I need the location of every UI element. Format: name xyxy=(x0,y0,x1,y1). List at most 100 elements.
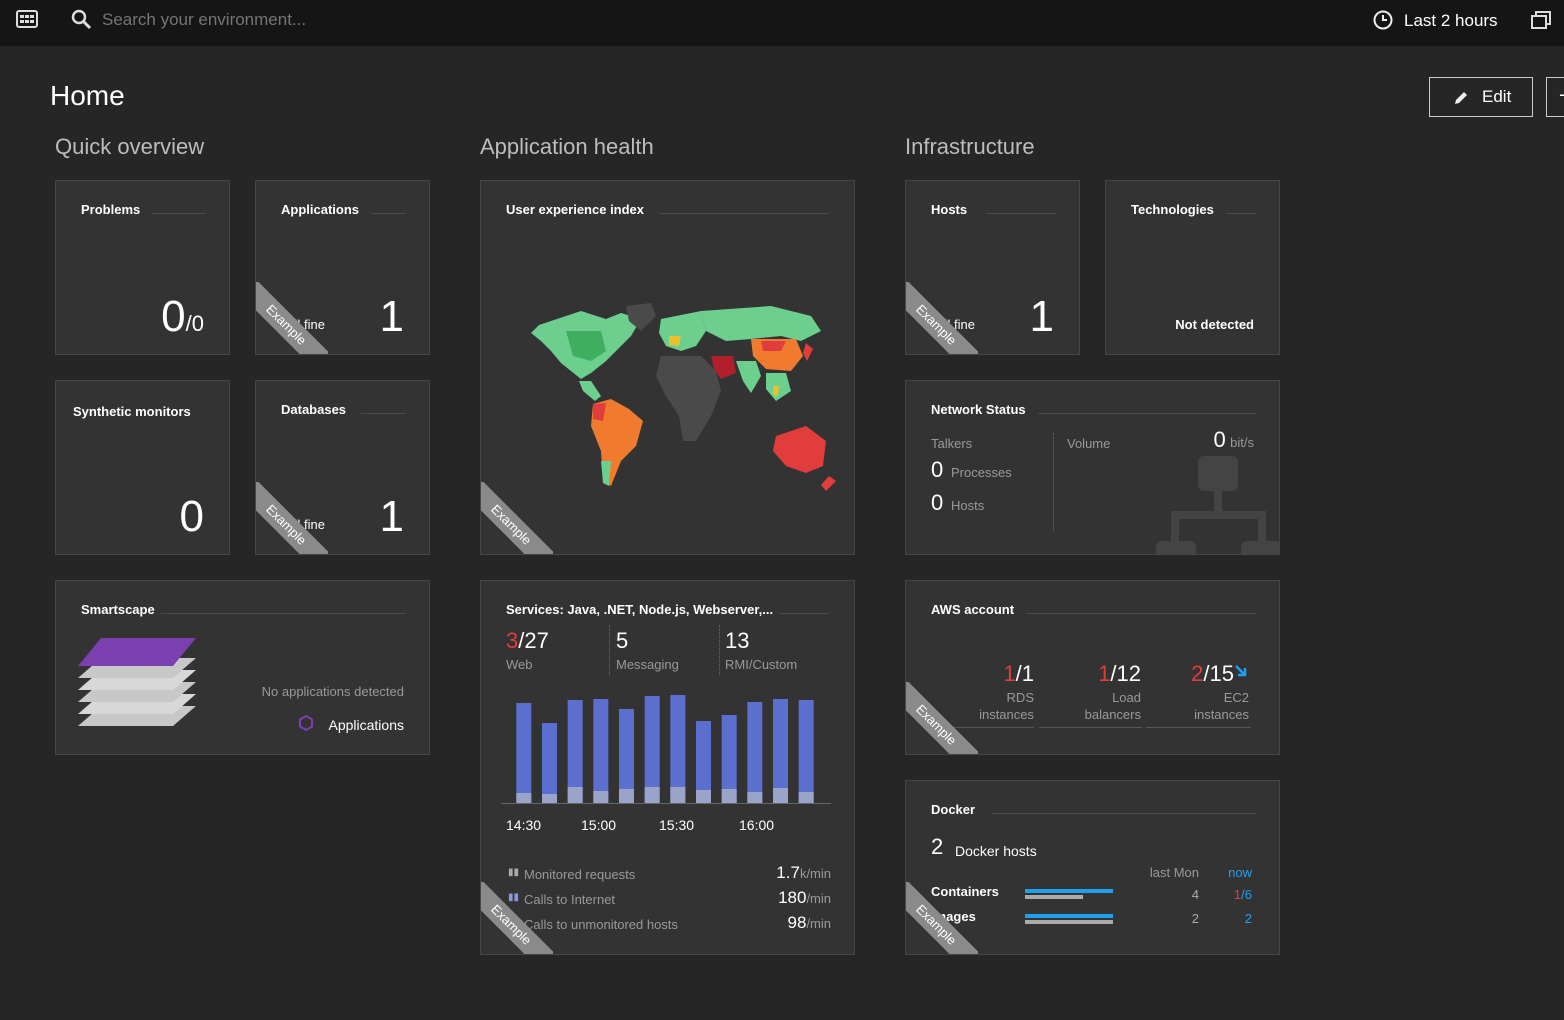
edit-button[interactable]: Edit xyxy=(1429,77,1533,117)
web-label: Web xyxy=(506,657,533,672)
metric-value: 98/min xyxy=(787,913,831,932)
synthetic-monitors-tile[interactable]: Synthetic monitors 0 xyxy=(55,380,230,555)
search-input[interactable] xyxy=(100,6,504,34)
web-count: 3/27 xyxy=(506,628,549,653)
tile-title: AWS account xyxy=(931,602,1015,617)
hosts-count: 0 xyxy=(931,490,944,515)
title-divider xyxy=(779,613,829,614)
technologies-tile[interactable]: Technologies Not detected xyxy=(1105,180,1280,355)
images-last: 2 xyxy=(1191,911,1199,926)
databases-value: 1 xyxy=(379,492,404,541)
tile-title: Smartscape xyxy=(81,602,155,617)
applications-value: 1 xyxy=(379,292,404,341)
empty-message: No applications detected xyxy=(261,684,404,699)
problems-value: 0/0 xyxy=(161,292,204,341)
docker-tile[interactable]: Docker 2 Docker hosts last Mon now Conta… xyxy=(905,780,1280,955)
metric-label: Calls to Internet xyxy=(524,892,616,907)
page-title: Home xyxy=(50,80,125,111)
window-icon[interactable] xyxy=(1530,10,1552,30)
tile-title: Technologies xyxy=(1131,202,1214,217)
hexagon-icon xyxy=(299,715,313,731)
aws-lb-count: 1/12 xyxy=(1098,661,1141,686)
hosts-tile[interactable]: Hosts All fine 1 Example xyxy=(905,180,1080,355)
chart-bar xyxy=(542,723,557,803)
rmi-count: 13 xyxy=(725,628,750,653)
tile-title: Applications xyxy=(281,202,360,217)
search-icon[interactable] xyxy=(70,8,92,30)
containers-bar xyxy=(1025,889,1113,893)
bars-icon: ▮▮ xyxy=(508,867,520,878)
edit-label: Edit xyxy=(1482,87,1512,106)
tile-title: Problems xyxy=(81,202,141,217)
smartscape-tile[interactable]: Smartscape No applications detected Appl… xyxy=(55,580,430,755)
underline xyxy=(1039,727,1142,728)
docker-hosts-label: Docker hosts xyxy=(955,843,1037,859)
x-tick-label: 16:00 xyxy=(739,817,774,833)
arrow-down-right-icon xyxy=(1235,665,1247,677)
containers-bar-last xyxy=(1025,895,1083,899)
aws-account-tile[interactable]: AWS account 1/1 RDS instances 1/12 Load … xyxy=(905,580,1280,755)
images-bar xyxy=(1025,914,1113,918)
aws-lb-label2: balancers xyxy=(1084,707,1141,722)
synthetic-value: 0 xyxy=(179,492,204,541)
status-text: Not detected xyxy=(1175,317,1254,332)
hosts-value: 1 xyxy=(1029,292,1054,341)
title-divider xyxy=(986,213,1056,214)
chart-bar-secondary xyxy=(670,787,686,803)
title-divider xyxy=(161,613,406,614)
containers-last: 4 xyxy=(1191,887,1199,902)
divider xyxy=(609,625,611,675)
chart-bar-secondary xyxy=(721,789,737,803)
menu-icon[interactable] xyxy=(16,10,38,28)
services-tile[interactable]: Services: Java, .NET, Node.js, Webserver… xyxy=(480,580,855,955)
volume-label: Volume xyxy=(1067,436,1111,451)
chart-bar xyxy=(798,700,814,803)
databases-tile[interactable]: Databases All fine 1 Example xyxy=(255,380,430,555)
images-bar-last xyxy=(1025,920,1113,924)
title-divider xyxy=(151,213,206,214)
aws-rds-label2: instances xyxy=(979,707,1034,722)
title-divider xyxy=(371,213,406,214)
title-divider xyxy=(991,813,1256,814)
tile-title: Docker xyxy=(931,802,976,817)
example-ribbon: Example xyxy=(256,482,328,554)
col-now: now xyxy=(1228,865,1252,880)
underline xyxy=(1146,727,1251,728)
user-experience-tile[interactable]: User experience index Ex xyxy=(480,180,855,555)
divider xyxy=(719,625,721,675)
smartscape-layers-icon xyxy=(78,638,196,726)
chart-bar-secondary xyxy=(593,791,609,803)
add-button[interactable]: + xyxy=(1546,77,1564,117)
example-ribbon: Example xyxy=(906,882,978,954)
timeframe-label: Last 2 hours xyxy=(1404,11,1498,30)
network-status-tile[interactable]: Network Status Talkers 0 Processes 0 Hos… xyxy=(905,380,1280,555)
talkers-label: Talkers xyxy=(931,436,973,451)
example-ribbon: Example xyxy=(256,282,328,354)
tile-title: Databases xyxy=(281,402,347,417)
aws-ec2-label2: instances xyxy=(1194,707,1249,722)
applications-tile[interactable]: Applications All fine 1 Example xyxy=(255,180,430,355)
chart-bar xyxy=(619,709,634,803)
chart-bar xyxy=(696,721,711,803)
chart-bar-secondary xyxy=(567,787,583,803)
pencil-icon xyxy=(1455,92,1467,104)
metric-label: Monitored requests xyxy=(524,867,636,882)
clock-icon xyxy=(1373,10,1393,30)
legend-applications: Applications xyxy=(328,717,405,733)
metric-row: Calls to unmonitored hosts 98/min xyxy=(506,913,831,936)
title-divider xyxy=(1026,613,1256,614)
example-ribbon: Example xyxy=(906,282,978,354)
rmi-label: RMI/Custom xyxy=(725,657,798,672)
chart-bar-secondary xyxy=(644,787,660,803)
processes-label: Processes xyxy=(951,465,1012,480)
docker-hosts-value: 2 xyxy=(931,834,944,859)
x-tick-label: 14:30 xyxy=(506,817,541,833)
problems-tile[interactable]: Problems 0/0 xyxy=(55,180,230,355)
example-ribbon: Example xyxy=(906,682,978,754)
title-divider xyxy=(1226,213,1256,214)
tile-title: Synthetic monitors xyxy=(73,404,191,419)
chart-bar xyxy=(747,702,763,803)
top-bar: Last 2 hours xyxy=(0,0,1564,46)
aws-rds-count: 1/1 xyxy=(1003,661,1034,686)
add-label: + xyxy=(1559,85,1564,108)
